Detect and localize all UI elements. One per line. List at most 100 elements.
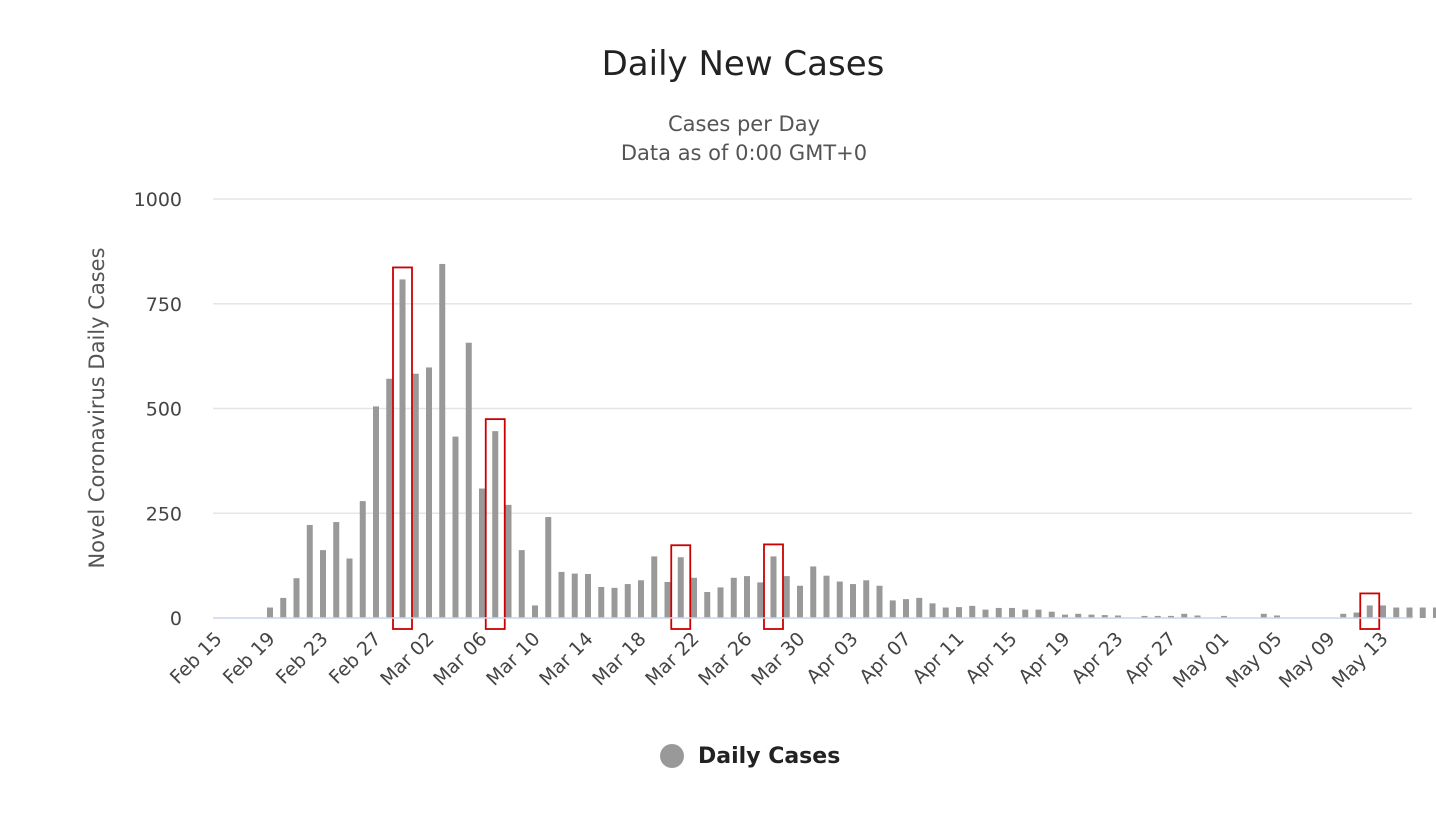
bar-34 bbox=[664, 581, 671, 618]
bar-91 bbox=[1419, 607, 1426, 618]
bar-72 bbox=[1168, 615, 1174, 618]
bar-85 bbox=[1340, 613, 1347, 618]
bar-89 bbox=[1393, 607, 1400, 618]
x-tick-label: Feb 15 bbox=[166, 628, 227, 689]
bar-10 bbox=[346, 558, 353, 618]
chart-title: Daily New Cases bbox=[601, 44, 885, 84]
bar-40 bbox=[744, 576, 750, 618]
bar-46 bbox=[823, 575, 830, 618]
bar-33 bbox=[651, 556, 658, 618]
bar-41 bbox=[757, 582, 764, 618]
x-tick-label: Mar 22 bbox=[641, 628, 703, 690]
bar-74 bbox=[1194, 615, 1201, 618]
bar-90 bbox=[1406, 607, 1413, 618]
bar-4 bbox=[267, 607, 273, 618]
legend-label: Daily Cases bbox=[698, 743, 841, 769]
bar-54 bbox=[929, 603, 936, 618]
bar-29 bbox=[598, 586, 605, 618]
bar-25 bbox=[545, 517, 552, 618]
bar-23 bbox=[518, 550, 525, 618]
y-tick-label-750: 750 bbox=[146, 294, 182, 316]
bar-28 bbox=[585, 574, 591, 618]
bar-52 bbox=[903, 599, 909, 618]
bar-55 bbox=[942, 607, 949, 618]
x-tick-label: Mar 10 bbox=[482, 628, 544, 690]
bar-39 bbox=[730, 577, 737, 618]
x-tick-label: Apr 23 bbox=[1067, 628, 1127, 688]
bar-5 bbox=[280, 597, 287, 618]
x-tick-label: Feb 19 bbox=[219, 628, 280, 689]
highlight-box-87 bbox=[1359, 592, 1381, 630]
legend-marker bbox=[660, 744, 684, 768]
bar-58 bbox=[982, 609, 989, 618]
bar-7 bbox=[306, 524, 313, 618]
bar-22 bbox=[505, 504, 512, 618]
bar-8 bbox=[320, 550, 326, 618]
highlight-box-14 bbox=[392, 266, 413, 630]
x-tick-label: Apr 19 bbox=[1014, 628, 1074, 688]
bar-14 bbox=[399, 279, 406, 618]
bar-92 bbox=[1433, 607, 1436, 618]
bar-21 bbox=[492, 431, 499, 618]
x-tick-label: Apr 03 bbox=[802, 628, 862, 688]
bar-48 bbox=[850, 584, 856, 618]
x-tick-label: May 05 bbox=[1222, 628, 1287, 693]
bar-43 bbox=[783, 576, 790, 618]
bar-86 bbox=[1353, 612, 1360, 618]
bar-68 bbox=[1115, 615, 1121, 618]
bar-49 bbox=[863, 580, 870, 618]
y-axis-label: Novel Coronavirus Daily Cases bbox=[85, 247, 109, 568]
bar-27 bbox=[571, 573, 578, 618]
x-tick-label: Apr 15 bbox=[961, 628, 1021, 688]
bar-53 bbox=[916, 597, 923, 618]
bar-73 bbox=[1181, 613, 1188, 618]
highlight-box-42 bbox=[763, 543, 784, 630]
bar-45 bbox=[810, 566, 817, 618]
x-tick-label: Feb 23 bbox=[272, 628, 333, 689]
bar-56 bbox=[956, 607, 962, 618]
bar-9 bbox=[333, 522, 340, 618]
bar-24 bbox=[532, 605, 538, 618]
bars bbox=[267, 263, 1436, 618]
bar-6 bbox=[293, 578, 300, 618]
y-tick-label-1000: 1000 bbox=[134, 189, 182, 211]
bar-62 bbox=[1035, 609, 1042, 618]
highlight-box-21 bbox=[484, 418, 506, 630]
bar-76 bbox=[1221, 615, 1227, 618]
x-tick-label: Mar 26 bbox=[694, 628, 756, 690]
x-tick-label: Mar 06 bbox=[429, 628, 491, 690]
bar-51 bbox=[889, 600, 896, 618]
bar-87 bbox=[1366, 605, 1373, 618]
x-tick-label: Apr 11 bbox=[908, 628, 968, 688]
bar-71 bbox=[1154, 615, 1161, 618]
chart-subtitle-line-1: Cases per Day bbox=[667, 112, 821, 136]
y-tick-label-0: 0 bbox=[170, 608, 182, 630]
bar-88 bbox=[1380, 605, 1386, 618]
x-tick-label: May 13 bbox=[1328, 628, 1393, 693]
bar-50 bbox=[876, 585, 883, 618]
y-tick-label-500: 500 bbox=[146, 399, 182, 421]
bar-32 bbox=[638, 580, 644, 618]
bar-16 bbox=[426, 367, 432, 618]
bar-63 bbox=[1048, 611, 1055, 618]
bar-37 bbox=[704, 592, 711, 618]
bar-47 bbox=[836, 581, 843, 618]
highlight-boxes bbox=[392, 266, 1381, 630]
bar-11 bbox=[359, 501, 366, 618]
chart-subtitle-line-2: Data as of 0:00 GMT+0 bbox=[620, 141, 868, 165]
bar-59 bbox=[995, 607, 1002, 618]
bar-57 bbox=[969, 605, 976, 618]
x-tick-label: May 09 bbox=[1275, 628, 1340, 693]
bar-60 bbox=[1009, 607, 1015, 618]
bar-36 bbox=[691, 577, 697, 618]
highlight-box-35 bbox=[670, 544, 692, 630]
bar-31 bbox=[624, 584, 631, 618]
bar-20 bbox=[479, 488, 485, 618]
y-tick-label-250: 250 bbox=[146, 503, 182, 525]
x-tick-label: Mar 30 bbox=[747, 628, 809, 690]
legend[interactable]: Daily Cases bbox=[660, 742, 840, 770]
bar-19 bbox=[465, 342, 472, 618]
bar-13 bbox=[386, 378, 393, 618]
